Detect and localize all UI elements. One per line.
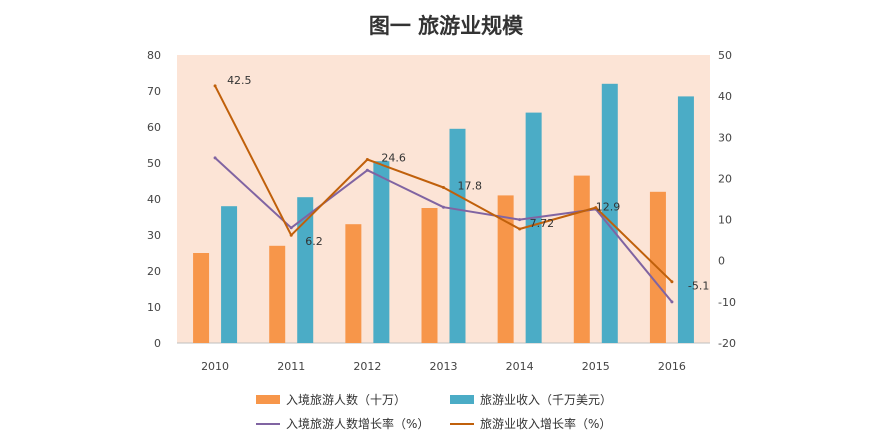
line-point [670,280,674,284]
data-label: 17.8 [458,179,483,192]
right-tick-label: 10 [718,214,732,227]
line-point [365,158,369,162]
left-tick-label: 20 [147,265,161,278]
line-point [213,84,217,88]
bar [601,83,618,344]
data-label: 7.72 [530,217,555,230]
left-axis-ticks: 0 10 20 30 40 50 60 70 80 [147,49,161,350]
bar [345,224,362,343]
right-tick-label: 40 [718,90,732,103]
x-tick-label: 2015 [582,360,610,373]
bar [297,197,314,343]
line-point [518,218,522,222]
right-tick-label: -10 [718,296,736,309]
legend-label: 旅游业收入（千万美元） [480,393,612,407]
line-point [289,233,293,237]
line-point [442,205,445,209]
x-tick-label: 2010 [201,360,229,373]
bar [449,128,466,343]
right-tick-label: 30 [718,131,732,144]
chart-title: 图一 旅游业规模 [369,13,524,38]
legend-label: 入境旅游人数增长率（%） [286,416,429,431]
bar [269,245,286,343]
bar [677,96,694,344]
right-tick-label: 50 [718,49,732,62]
left-tick-label: 60 [147,121,161,134]
data-labels: 42.5 6.2 24.6 17.8 7.72 12.9 -5.1 [227,74,709,293]
bar [221,206,238,343]
x-tick-label: 2013 [430,360,458,373]
line-point [213,156,217,160]
line-point [670,300,674,304]
legend-label: 旅游业收入增长率（%） [480,416,611,431]
line-point [442,185,445,189]
x-axis-ticks: 2010 2011 2012 2013 2014 2015 2016 [201,360,686,373]
right-tick-label: 0 [718,255,725,268]
bar [421,208,438,343]
x-tick-label: 2011 [277,360,305,373]
line-point [594,206,598,210]
right-tick-label: 20 [718,172,732,185]
x-tick-label: 2012 [353,360,381,373]
data-label: 12.9 [596,201,621,214]
data-label: 42.5 [227,74,252,87]
line-point [518,227,522,231]
line-point [289,226,293,230]
data-label: -5.1 [688,280,709,293]
right-axis-ticks: -20 -10 0 10 20 30 40 50 [718,49,736,350]
left-tick-label: 70 [147,85,161,98]
left-tick-label: 10 [147,301,161,314]
data-label: 24.6 [381,152,406,165]
legend-swatch [450,395,474,404]
lines [213,84,674,304]
bar [525,112,542,343]
left-tick-label: 0 [154,337,161,350]
legend-swatch [256,395,280,404]
left-tick-label: 50 [147,157,161,170]
legend-label: 入境旅游人数（十万） [286,392,406,407]
bar [573,175,590,343]
data-label: 6.2 [305,235,323,248]
right-tick-label: -20 [718,337,736,350]
bar [373,161,390,343]
plot-background [177,55,710,343]
legend: 入境旅游人数（十万） 旅游业收入（千万美元） 入境旅游人数增长率（%） 旅游业收入增长… [256,392,612,431]
bar [193,253,210,343]
left-tick-label: 30 [147,229,161,242]
x-tick-label: 2016 [658,360,686,373]
left-tick-label: 40 [147,193,161,206]
line-point [365,168,369,172]
bar [497,195,514,343]
left-tick-label: 80 [147,49,161,62]
x-tick-label: 2014 [506,360,534,373]
